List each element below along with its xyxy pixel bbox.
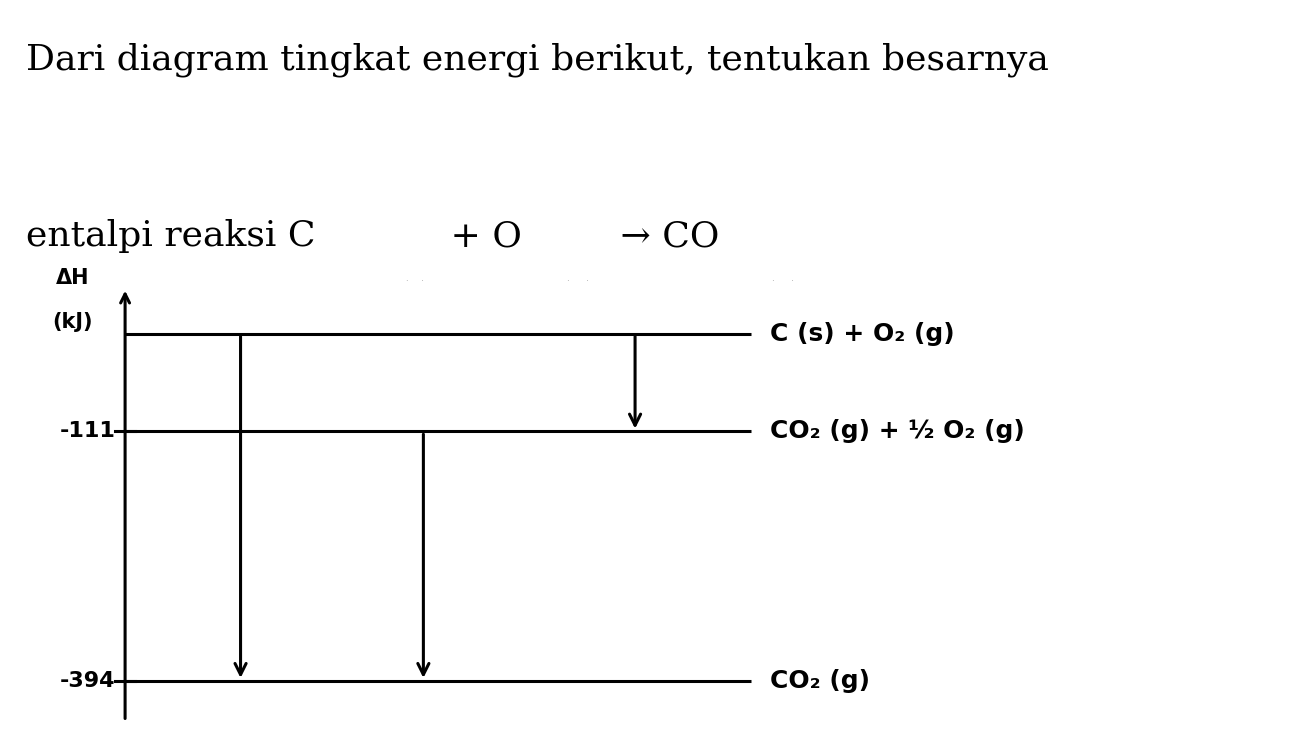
Text: C (s) + O₂ (g): C (s) + O₂ (g) <box>770 322 955 346</box>
Text: ΔH: ΔH <box>56 268 88 288</box>
Text: (s): (s) <box>400 281 430 304</box>
Text: CO₂ (g) + ½ O₂ (g): CO₂ (g) + ½ O₂ (g) <box>770 419 1025 443</box>
Text: Dari diagram tingkat energi berikut, tentukan besarnya: Dari diagram tingkat energi berikut, ten… <box>26 42 1048 77</box>
Text: -111: -111 <box>60 422 116 442</box>
Text: 2(g): 2(g) <box>546 281 595 305</box>
Text: -394: -394 <box>60 670 116 691</box>
Text: entalpi reaksi C: entalpi reaksi C <box>26 219 316 253</box>
Text: CO₂ (g): CO₂ (g) <box>770 669 870 693</box>
Text: (kJ): (kJ) <box>52 311 92 332</box>
Text: + O: + O <box>439 219 522 253</box>
Text: → CO: → CO <box>609 219 720 253</box>
Text: 2(g): 2(g) <box>751 281 800 305</box>
